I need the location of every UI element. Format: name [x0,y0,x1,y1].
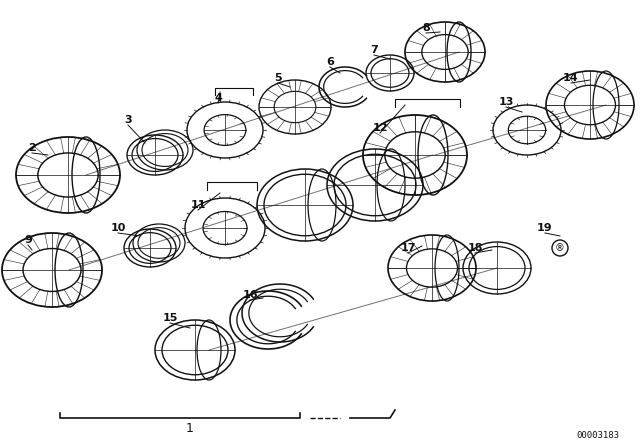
Text: 8: 8 [422,23,430,33]
Text: 13: 13 [499,97,514,107]
Text: 00003183: 00003183 [577,431,620,439]
Text: 12: 12 [372,123,388,133]
Text: 9: 9 [24,235,32,245]
Text: 7: 7 [370,45,378,55]
Text: 5: 5 [274,73,282,83]
Text: 11: 11 [190,200,205,210]
Text: 16: 16 [242,290,258,300]
Text: 10: 10 [110,223,125,233]
Text: 15: 15 [163,313,178,323]
Text: 2: 2 [28,143,36,153]
Text: 19: 19 [537,223,553,233]
Text: 18: 18 [467,243,483,253]
Text: 3: 3 [124,115,132,125]
Text: 4: 4 [214,93,222,103]
Text: 1: 1 [186,422,194,435]
Text: ®: ® [555,243,565,253]
Text: 14: 14 [563,73,579,83]
Text: 6: 6 [326,57,334,67]
Text: 17: 17 [400,243,416,253]
